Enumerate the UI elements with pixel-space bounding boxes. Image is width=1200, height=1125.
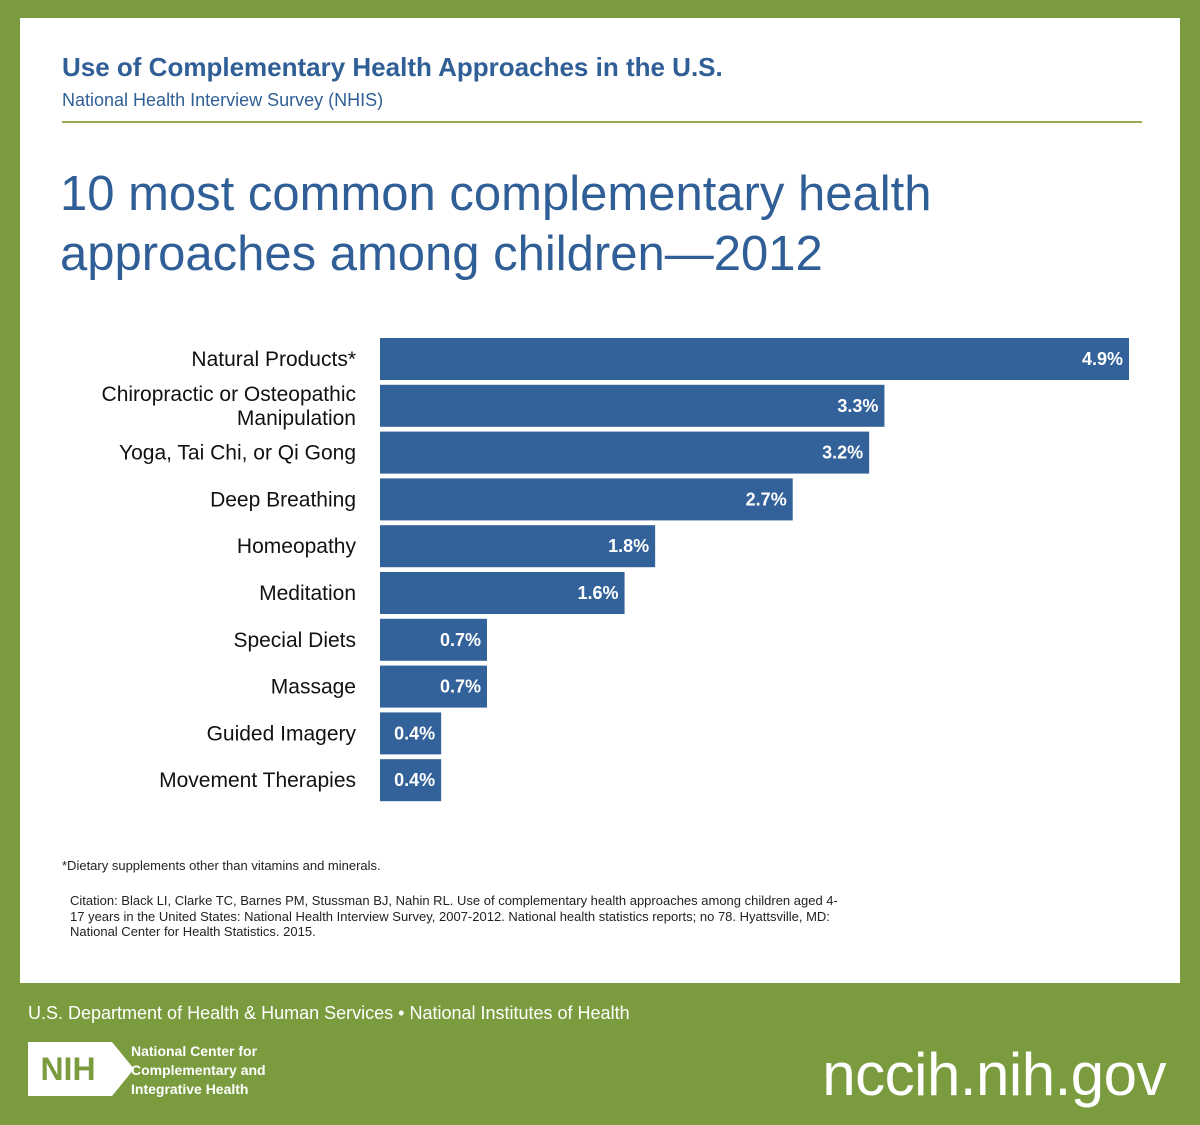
category-label-7: Massage <box>271 676 356 699</box>
value-label-4: 1.8% <box>608 536 649 556</box>
header-subtitle: National Health Interview Survey (NHIS) <box>62 90 384 110</box>
center-name-line-2: Complementary and <box>131 1062 266 1078</box>
header-divider <box>62 121 1142 123</box>
bar-4 <box>380 525 656 568</box>
category-label-4: Homeopathy <box>237 535 357 558</box>
category-label-9: Movement Therapies <box>159 769 356 792</box>
category-label-3: Deep Breathing <box>210 488 356 511</box>
center-name: National Center for Complementary and In… <box>131 1042 311 1099</box>
center-name-line-3: Integrative Health <box>131 1081 249 1097</box>
value-label-5: 1.6% <box>578 583 619 603</box>
bar-6 <box>380 618 487 661</box>
value-label-8: 0.4% <box>394 723 435 743</box>
bar-3 <box>380 478 793 521</box>
chart-title-line-2: approaches among children—2012 <box>60 227 823 281</box>
chart-title: 10 most common complementary health appr… <box>60 164 1140 284</box>
department-line: U.S. Department of Health & Human Servic… <box>28 1003 630 1023</box>
category-label-0: Natural Products* <box>191 348 356 371</box>
value-label-1: 3.3% <box>837 396 878 416</box>
citation: Citation: Black LI, Clarke TC, Barnes PM… <box>70 893 838 939</box>
bar-8 <box>380 712 442 755</box>
bar-chart: 4.9% Natural Products* 3.3% Chiropractic or… <box>102 338 1129 802</box>
footnote: *Dietary supplements other than vitamins… <box>62 858 381 873</box>
category-label-2: Yoga, Tai Chi, or Qi Gong <box>119 442 356 465</box>
website-link[interactable]: nccih.nih.gov <box>822 1041 1166 1108</box>
value-label-7: 0.7% <box>440 677 481 697</box>
bar-5 <box>380 572 625 614</box>
center-name-line-1: National Center for <box>131 1043 258 1059</box>
category-label-1-line-0: Chiropractic or Osteopathic <box>102 383 356 406</box>
value-label-9: 0.4% <box>394 770 435 790</box>
category-label-5: Meditation <box>259 582 356 605</box>
nih-logo: NIH <box>28 1042 134 1096</box>
infographic-card: Use of Complementary Health Approaches i… <box>20 18 1180 983</box>
category-label-6: Special Diets <box>233 629 356 652</box>
value-label-6: 0.7% <box>440 630 481 650</box>
category-label-1-line-1: Manipulation <box>237 407 356 430</box>
bar-0 <box>380 338 1129 380</box>
bar-7 <box>380 665 487 708</box>
bar-2 <box>380 431 870 474</box>
bar-9 <box>380 759 442 802</box>
header-title: Use of Complementary Health Approaches i… <box>62 52 723 82</box>
nih-logo-text: NIH <box>40 1051 95 1087</box>
bar-1 <box>380 384 885 427</box>
value-label-3: 2.7% <box>746 489 787 509</box>
value-label-2: 3.2% <box>822 443 863 463</box>
chart-title-line-1: 10 most common complementary health <box>60 167 932 221</box>
value-label-0: 4.9% <box>1082 349 1123 369</box>
category-label-8: Guided Imagery <box>207 722 357 745</box>
